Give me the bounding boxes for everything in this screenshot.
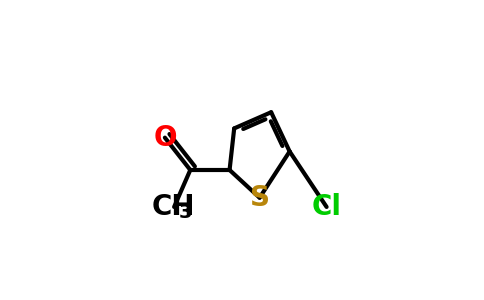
Text: Cl: Cl [312, 193, 342, 221]
Text: CH: CH [151, 193, 195, 221]
Text: S: S [250, 184, 270, 212]
Text: O: O [153, 124, 177, 152]
Text: 3: 3 [179, 202, 192, 221]
